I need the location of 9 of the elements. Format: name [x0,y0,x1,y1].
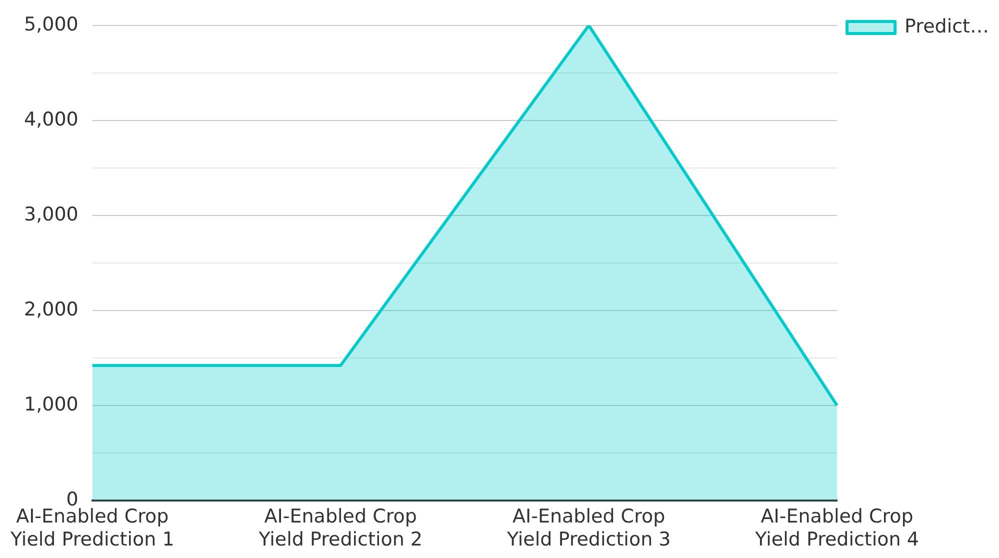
y-tick-label: 3,000 [24,203,78,226]
y-tick-label: 5,000 [24,13,78,36]
y-tick-label: 4,000 [24,108,78,130]
x-tick-label: AI-Enabled Crop Yield Prediction 3 [506,506,671,551]
y-tick-label: 2,000 [24,298,78,320]
y-tick-label: 1,000 [24,393,78,416]
x-tick-label: AI-Enabled Crop Yield Prediction 4 [754,506,919,551]
x-tick-label: AI-Enabled Crop Yield Prediction 2 [258,506,423,551]
legend-label: Predict… [904,15,990,38]
